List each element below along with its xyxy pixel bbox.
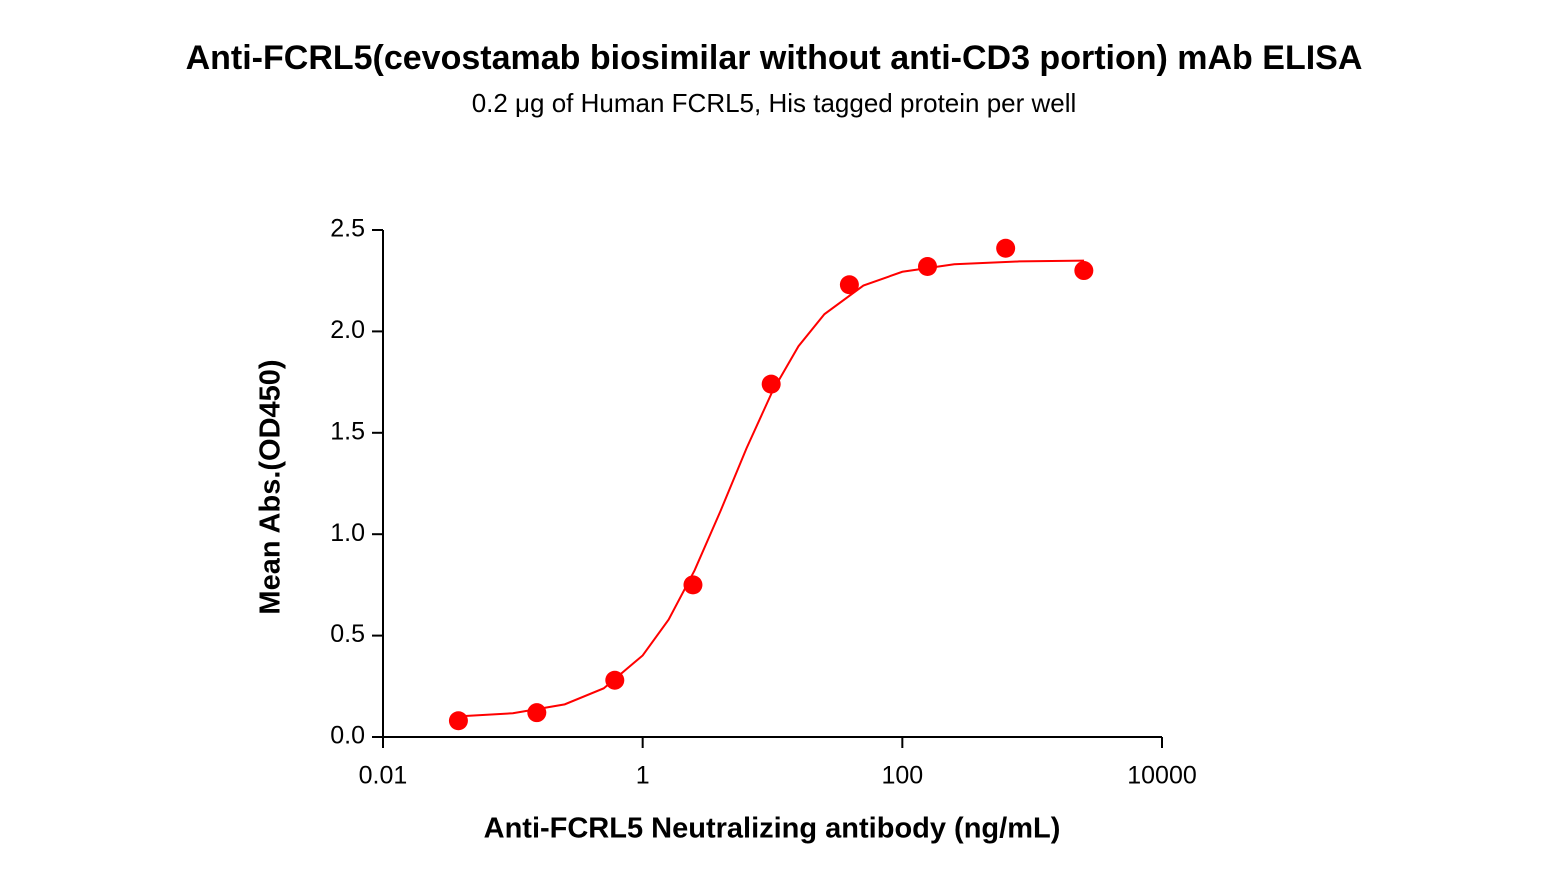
- x-tick-label: 10000: [1127, 762, 1197, 790]
- data-point: [839, 275, 859, 295]
- data-point: [917, 257, 937, 277]
- chart-subtitle: 0.2 μg of Human FCRL5, His tagged protei…: [472, 88, 1077, 118]
- data-point: [761, 374, 781, 394]
- data-point: [1074, 261, 1094, 281]
- y-tick-label: 2.5: [330, 215, 365, 243]
- data-point: [605, 670, 625, 690]
- data-point: [996, 238, 1016, 258]
- fit-curve: [458, 259, 1085, 718]
- data-point: [683, 575, 703, 595]
- y-tick-label: 1.0: [330, 519, 365, 547]
- data-point: [527, 703, 547, 723]
- x-axis-title: Anti-FCRL5 Neutralizing antibody (ng/mL): [484, 813, 1061, 845]
- y-tick-label: 2.0: [330, 316, 365, 344]
- y-tick-label: 0.5: [330, 620, 365, 648]
- y-tick-label: 0.0: [330, 722, 365, 750]
- y-tick-label: 1.5: [330, 417, 365, 445]
- chart-title: Anti-FCRL5(cevostamab biosimilar without…: [186, 39, 1363, 77]
- x-tick-label: 1: [636, 762, 650, 790]
- x-tick-label: 0.01: [359, 762, 408, 790]
- y-axis-title: Mean Abs.(OD450): [255, 359, 287, 614]
- x-tick-label: 100: [881, 762, 923, 790]
- data-point: [448, 711, 468, 731]
